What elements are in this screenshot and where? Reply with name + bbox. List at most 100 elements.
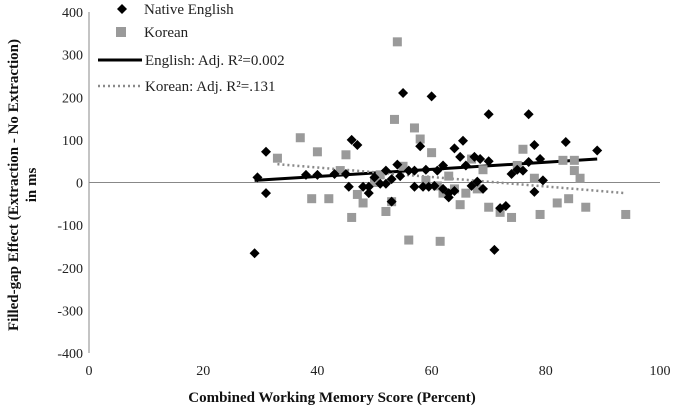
english-point xyxy=(449,143,460,154)
english-point xyxy=(560,137,571,148)
x-tick-label: 0 xyxy=(86,364,93,379)
english-point xyxy=(249,248,260,259)
korean-point xyxy=(398,161,408,171)
korean-point xyxy=(404,235,414,245)
y-tick-label: -200 xyxy=(57,262,83,277)
english-point xyxy=(300,169,311,180)
english-point xyxy=(426,91,437,102)
korean-point xyxy=(335,166,345,176)
korean-point xyxy=(370,178,379,187)
english-point xyxy=(592,145,603,156)
korean-point xyxy=(435,236,445,246)
korean-point xyxy=(507,212,517,222)
english-point xyxy=(395,171,406,182)
korean-point xyxy=(455,200,465,210)
x-axis-title: Combined Working Memory Score (Percent) xyxy=(188,390,475,406)
english-point xyxy=(489,244,500,255)
english-point xyxy=(455,151,466,162)
english-point xyxy=(415,141,426,152)
english-point xyxy=(369,172,380,183)
english-point xyxy=(535,154,546,165)
y-tick-labels: -400 -300 -200 -100 0 100 200 300 400 xyxy=(57,6,83,362)
english-point xyxy=(403,165,414,176)
legend-label-korean-fit: Korean: Adj. R²=.131 xyxy=(145,79,275,95)
y-tick-label: 300 xyxy=(62,49,83,64)
korean-point xyxy=(552,198,562,208)
korean-point xyxy=(444,171,454,181)
korean-point xyxy=(307,194,317,204)
korean-point xyxy=(415,134,425,144)
legend: Native English Korean English: Adj. R²=0… xyxy=(98,2,285,95)
korean-point xyxy=(358,198,368,208)
x-tick-label: 80 xyxy=(539,364,553,379)
korean-trendline xyxy=(277,162,626,195)
korean-point xyxy=(295,133,305,143)
korean-point xyxy=(529,173,539,183)
legend-diamond-icon xyxy=(117,4,127,14)
english-point xyxy=(523,157,534,168)
english-point xyxy=(517,165,528,176)
data-points xyxy=(249,37,631,259)
korean-point xyxy=(535,209,545,219)
korean-point xyxy=(312,147,322,157)
x-tick-label: 40 xyxy=(310,364,324,379)
korean-point xyxy=(484,202,494,212)
korean-point xyxy=(409,123,419,133)
korean-point xyxy=(421,175,431,185)
korean-point xyxy=(272,153,282,163)
english-point xyxy=(429,180,440,191)
y-axis-title-line2: in ms xyxy=(24,168,40,203)
y-axis-title-line1: Filled-gap Effect (Extraction - No Extra… xyxy=(6,39,22,331)
y-tick-label: -400 xyxy=(57,347,83,362)
korean-point xyxy=(341,150,351,160)
korean-point xyxy=(621,209,631,219)
english-point xyxy=(420,164,431,175)
english-point xyxy=(418,181,429,192)
english-point xyxy=(261,188,272,199)
english-point xyxy=(375,178,386,189)
english-point xyxy=(477,183,488,194)
english-point xyxy=(386,174,397,185)
y-tick-label: 0 xyxy=(76,177,83,192)
y-axis-title: Filled-gap Effect (Extraction - No Extra… xyxy=(6,39,40,331)
english-point xyxy=(432,165,443,176)
korean-point xyxy=(324,194,334,204)
legend-label-korean: Korean xyxy=(144,25,189,41)
english-point xyxy=(458,135,469,146)
x-tick-label: 100 xyxy=(650,364,671,379)
english-point xyxy=(386,196,397,207)
english-point xyxy=(483,156,494,167)
english-point xyxy=(523,109,534,120)
korean-point xyxy=(472,184,482,194)
korean-point xyxy=(389,114,399,124)
english-point xyxy=(438,160,449,171)
english-point xyxy=(449,186,460,197)
english-point xyxy=(460,160,471,171)
english-point xyxy=(409,181,420,192)
english-point xyxy=(483,109,494,120)
legend-label-english: Native English xyxy=(144,2,234,18)
korean-point xyxy=(352,189,362,199)
korean-point xyxy=(558,155,568,165)
english-point xyxy=(398,87,409,98)
korean-point xyxy=(375,170,385,180)
korean-point xyxy=(569,166,579,176)
english-point xyxy=(358,181,369,192)
english-point xyxy=(252,172,263,183)
legend-square-icon xyxy=(116,27,126,37)
english-point xyxy=(380,165,391,176)
english-point xyxy=(363,181,374,192)
english-point xyxy=(352,139,363,150)
english-point xyxy=(380,178,391,189)
korean-point xyxy=(461,188,471,198)
english-point xyxy=(340,168,351,179)
korean-point xyxy=(564,194,574,204)
korean-point xyxy=(518,144,528,154)
english-point xyxy=(472,176,483,187)
english-point xyxy=(343,181,354,192)
english-point xyxy=(443,192,454,203)
english-point xyxy=(312,169,323,180)
korean-point xyxy=(478,165,488,175)
y-tick-label: -300 xyxy=(57,304,83,319)
english-point xyxy=(409,165,420,176)
